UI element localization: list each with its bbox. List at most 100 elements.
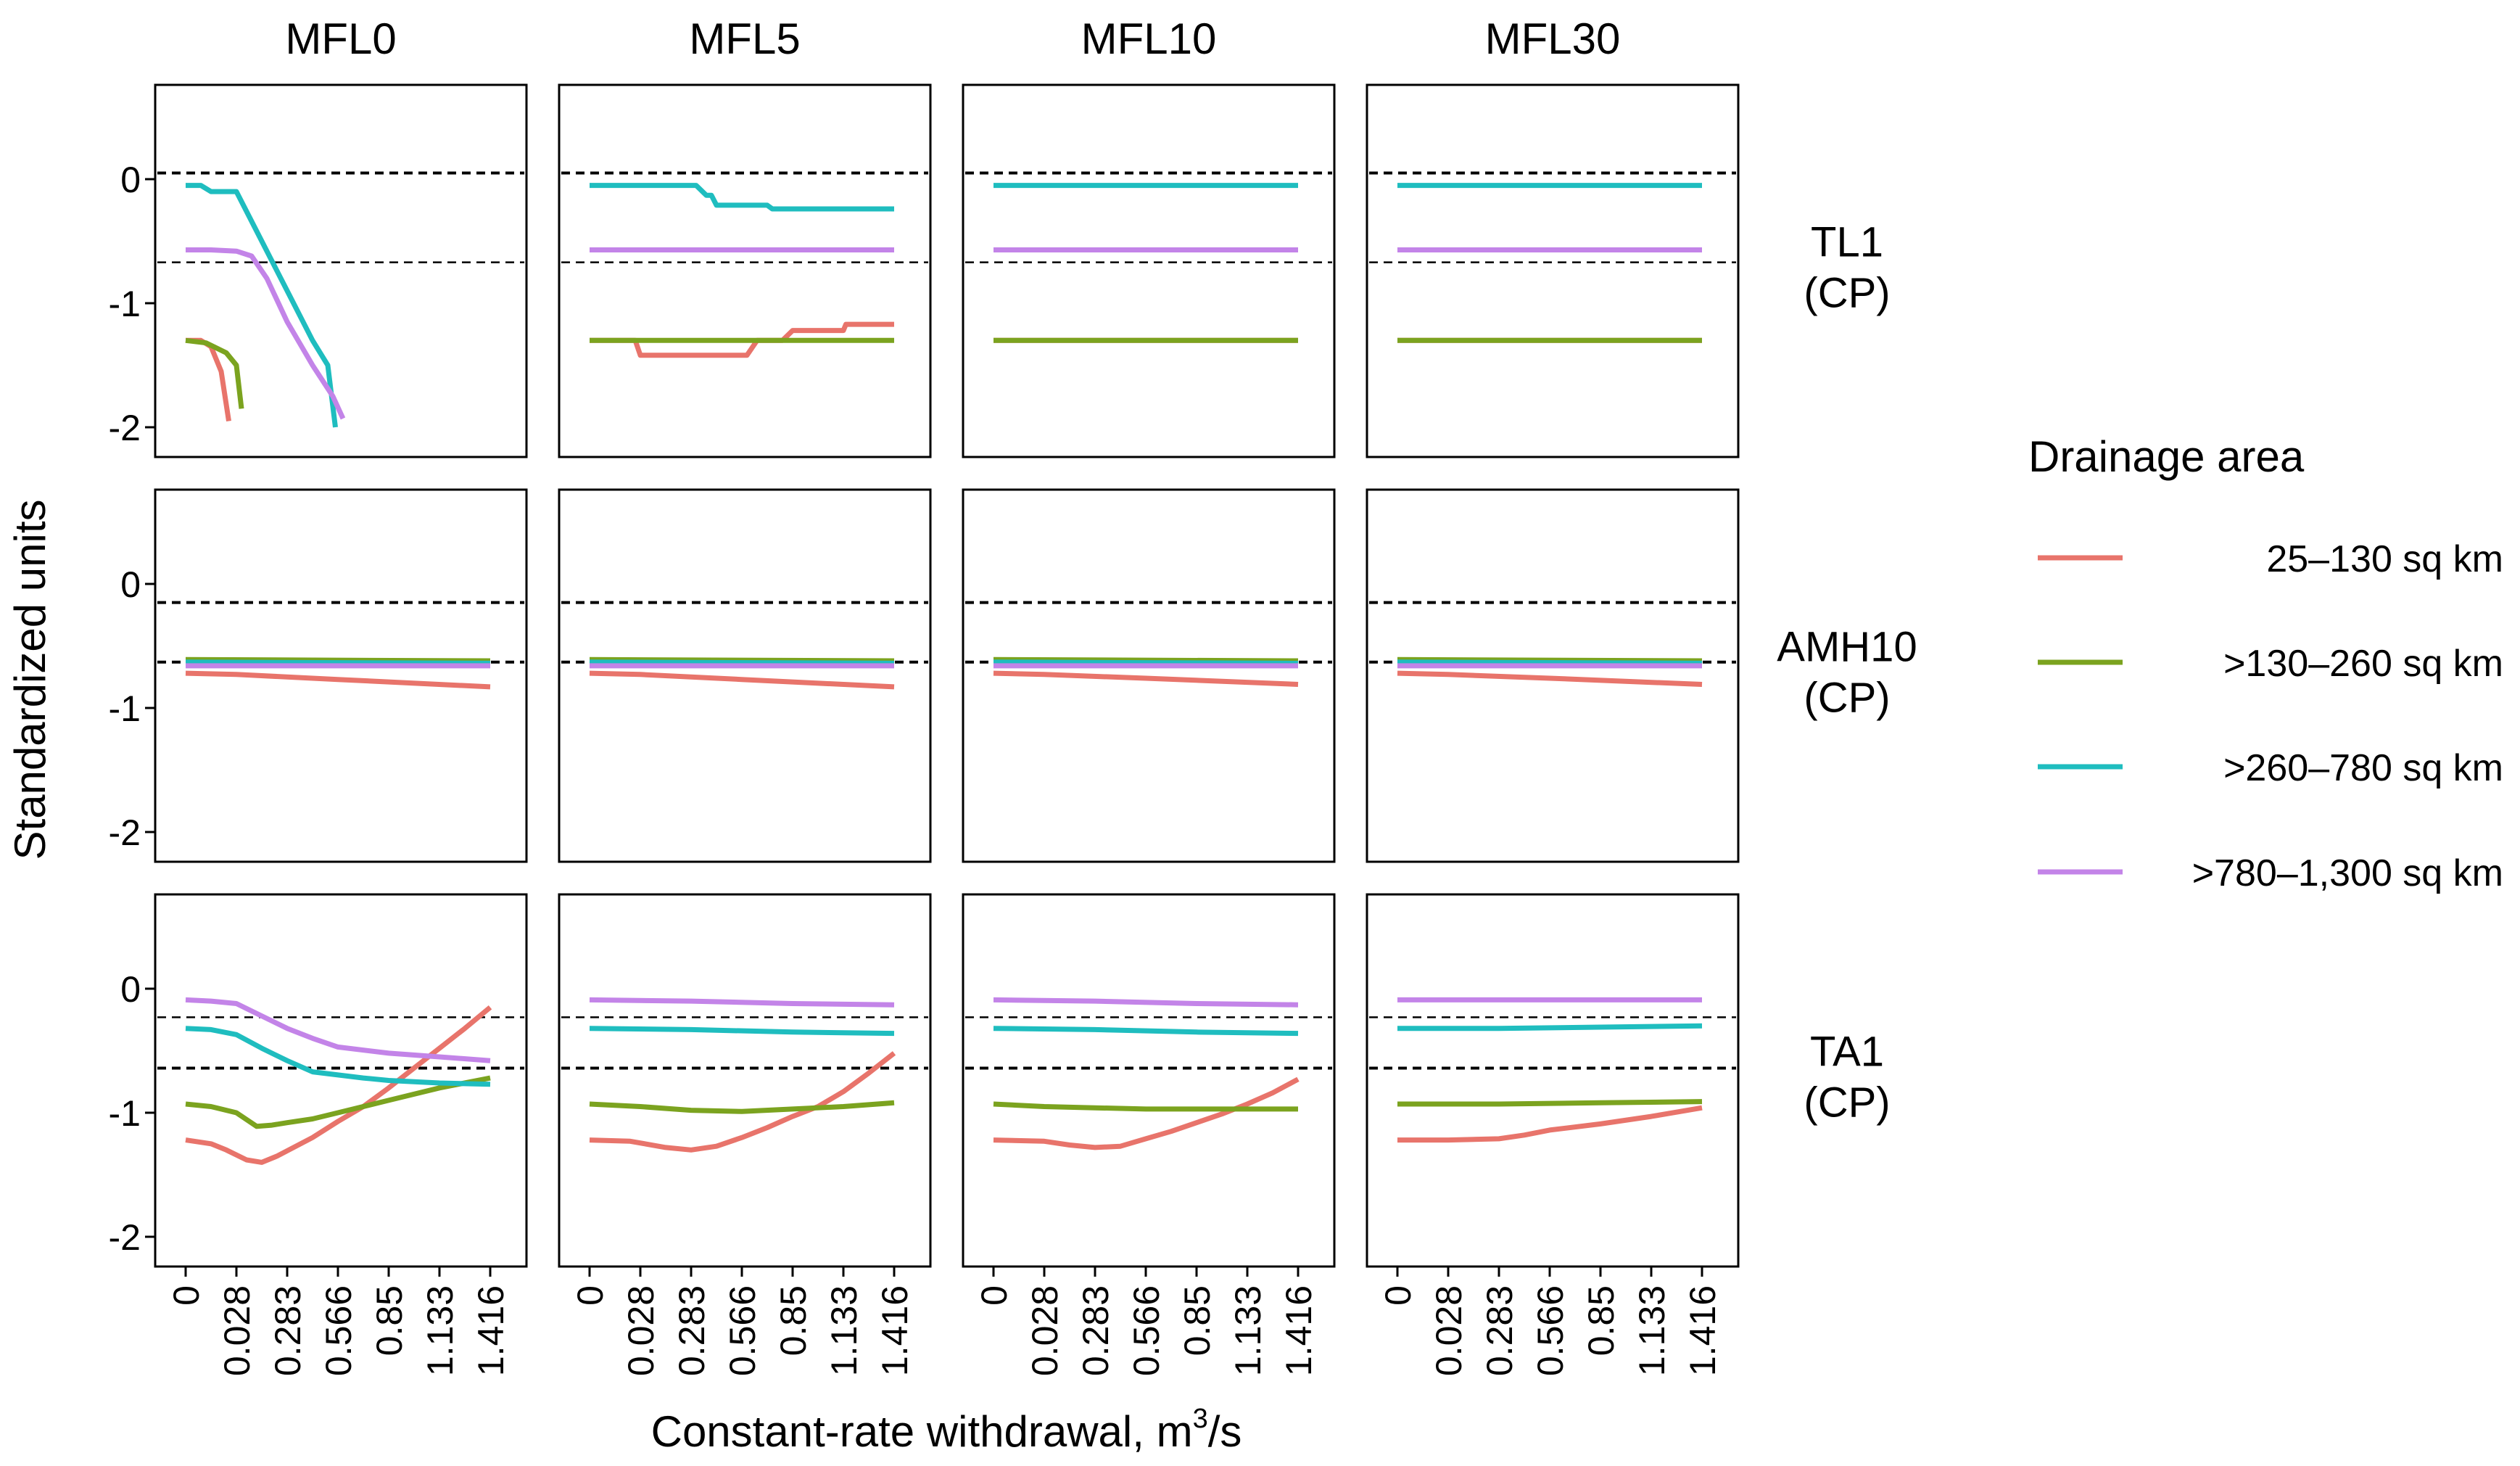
x-tick-label-c1-6: 1.416	[875, 1285, 915, 1376]
x-tick-label-c3-6: 1.416	[1682, 1285, 1723, 1376]
series-line-s3-r2-c2	[993, 1026, 1299, 1037]
series-line-s1-r2-c1	[589, 1051, 896, 1153]
panel-frame-r0-c1	[558, 83, 932, 458]
x-tick-label-c2-2: 0.283	[1075, 1285, 1116, 1376]
series-line-s2-r2-c3	[1397, 1099, 1703, 1107]
x-tick-label-c3-4: 0.85	[1581, 1285, 1622, 1356]
series-line-s2-r2-c2	[993, 1101, 1298, 1112]
series-line-s3-r1-c1	[589, 659, 895, 666]
x-tick-label-c0-6: 1.416	[471, 1285, 511, 1376]
series-line-s3-r0-c1	[590, 183, 894, 212]
x-tick-label-c1-5: 1.133	[824, 1285, 864, 1376]
reference-lines-layer	[157, 171, 1736, 1070]
x-tick-label-c2-3: 0.566	[1126, 1285, 1167, 1376]
x-tick-label-c0-1: 0.028	[217, 1285, 257, 1376]
y-tick-label-r1-0: 0	[120, 564, 141, 605]
panel-frame-r1-c0	[154, 488, 528, 863]
series-line-s3-r2-c1	[589, 1026, 895, 1037]
labels-layer: 0-1-20-1-20-1-20 0.028 0.283 0.566 0.85 1.133…	[6, 15, 1917, 1456]
y-tick-label-r1-1: -1	[109, 688, 141, 729]
legend-label-s4: >780–1,300 sq km	[2192, 852, 2503, 894]
panel-frame-r2-c2	[962, 893, 1336, 1268]
y-axis-title: Standardized units	[6, 500, 54, 860]
column-title-0: MFL0	[285, 15, 396, 63]
y-tick-label-r2-2: -2	[109, 1217, 141, 1258]
x-tick-label-c0-3: 0.566	[318, 1285, 359, 1376]
series-line-s3-r2-c0	[185, 1026, 491, 1087]
column-title-3: MFL30	[1485, 15, 1621, 63]
series-line-s1-r2-c0	[185, 1005, 492, 1165]
x-axis-title-main: Constant-rate withdrawal, m	[651, 1407, 1193, 1456]
series-line-s3-r1-c0	[185, 659, 491, 666]
axes-layer	[145, 178, 1703, 1277]
series-line-s3-r2-c3	[1397, 1023, 1703, 1031]
x-tick-label-c2-1: 0.028	[1025, 1285, 1065, 1376]
series-line-s1-r1-c1	[589, 670, 895, 690]
x-tick-label-c3-3: 0.566	[1530, 1285, 1571, 1376]
y-tick-label-r0-0: 0	[120, 160, 141, 200]
series-lines-layer	[185, 183, 1703, 1165]
series-line-s1-r1-c3	[1397, 670, 1703, 687]
y-tick-label-r1-2: -2	[109, 812, 141, 853]
x-tick-label-c3-1: 0.028	[1429, 1285, 1469, 1376]
x-axis-title-suffix: /s	[1208, 1407, 1242, 1456]
series-line-s3-r1-c2	[993, 659, 1299, 666]
series-line-s1-r1-c2	[993, 670, 1299, 687]
panel-frame-r2-c3	[1366, 893, 1740, 1268]
series-line-s2-r2-c1	[589, 1100, 895, 1114]
panel-frame-r2-c1	[558, 893, 932, 1268]
x-tick-label-c1-3: 0.566	[722, 1285, 763, 1376]
series-line-s1-r2-c2	[993, 1076, 1300, 1150]
row-label-1-line-1: (CP)	[1804, 675, 1890, 722]
legend-title: Drainage area	[2028, 432, 2305, 481]
x-tick-label-c1-0: 0	[570, 1285, 611, 1306]
x-tick-label-c1-1: 0.028	[621, 1285, 661, 1376]
x-tick-label-c2-0: 0	[974, 1285, 1015, 1306]
row-label-0-line-1: (CP)	[1804, 270, 1890, 317]
x-tick-label-c2-4: 0.85	[1177, 1285, 1218, 1356]
x-tick-label-c2-5: 1.133	[1228, 1285, 1268, 1376]
x-tick-label-c0-5: 1.133	[420, 1285, 460, 1376]
series-line-s4-r2-c2	[993, 997, 1299, 1008]
x-tick-label-c2-6: 1.416	[1278, 1285, 1319, 1376]
row-label-1-line-0: AMH10	[1777, 624, 1917, 671]
row-label-2-line-1: (CP)	[1804, 1079, 1890, 1127]
series-line-s1-r1-c0	[185, 670, 491, 690]
x-tick-label-c3-0: 0	[1378, 1285, 1418, 1306]
series-line-s4-r2-c0	[185, 997, 491, 1063]
panel-frames-layer	[154, 83, 1740, 1268]
legend-label-s3: >260–780 sq km	[2223, 747, 2503, 789]
panel-frame-r0-c2	[962, 83, 1336, 458]
x-tick-label-c0-2: 0.283	[268, 1285, 308, 1376]
legend: Drainage area 25–130 sq km >130–260 sq km >…	[2028, 432, 2503, 894]
series-line-s2-r0-c0	[185, 337, 244, 409]
x-axis-title-superscript: 3	[1193, 1404, 1208, 1434]
y-tick-label-r2-1: -1	[109, 1093, 141, 1134]
series-line-s3-r0-c0	[186, 183, 338, 428]
panel-frame-r1-c1	[558, 488, 932, 863]
y-tick-label-r0-2: -2	[109, 408, 141, 448]
y-tick-label-r2-0: 0	[120, 969, 141, 1010]
panel-frame-r0-c0	[154, 83, 528, 458]
legend-label-s1: 25–130 sq km	[2266, 538, 2503, 580]
panel-frame-r1-c3	[1366, 488, 1740, 863]
column-title-1: MFL5	[689, 15, 800, 63]
x-axis-title: Constant-rate withdrawal, m3/s	[651, 1404, 1242, 1456]
row-label-2-line-0: TA1	[1810, 1029, 1884, 1076]
x-tick-label-c1-2: 0.283	[672, 1285, 712, 1376]
column-title-2: MFL10	[1081, 15, 1217, 63]
series-line-s4-r0-c0	[186, 247, 346, 420]
row-label-0-line-0: TL1	[1811, 219, 1883, 266]
x-tick-label-c3-2: 0.283	[1479, 1285, 1520, 1376]
y-tick-label-r0-1: -1	[109, 284, 141, 324]
x-tick-label-c3-5: 1.133	[1632, 1285, 1672, 1376]
panel-frame-r0-c3	[1366, 83, 1740, 458]
x-tick-label-c0-4: 0.85	[369, 1285, 410, 1356]
series-line-s1-r2-c3	[1397, 1105, 1703, 1143]
series-line-s3-r1-c3	[1397, 659, 1703, 666]
series-line-s2-r2-c0	[185, 1075, 491, 1129]
x-tick-label-c0-0: 0	[166, 1285, 207, 1306]
panel-frame-r1-c2	[962, 488, 1336, 863]
panel-frame-r2-c0	[154, 893, 528, 1268]
